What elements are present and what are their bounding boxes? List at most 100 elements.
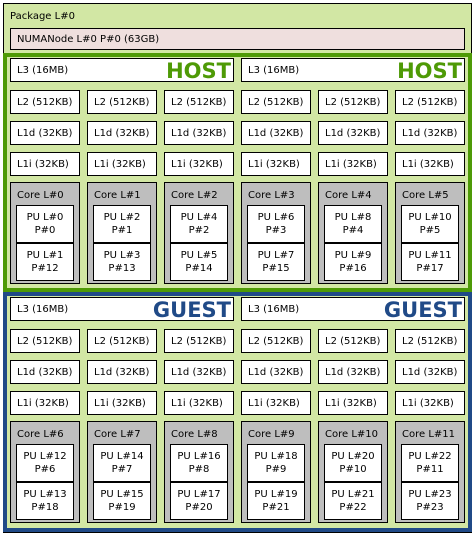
l1i-cache-label: L1i (32KB) <box>94 159 146 170</box>
l2-cache: L2 (512KB) <box>164 90 234 114</box>
l1i-cache: L1i (32KB) <box>10 391 80 415</box>
core-label: Core L#1 <box>94 190 141 201</box>
l1d-cache: L1d (32KB) <box>395 121 465 145</box>
l1d-cache: L1d (32KB) <box>87 360 157 384</box>
pu-box[interactable]: PU L#23 P#23 <box>401 482 459 520</box>
l2-cache: L2 (512KB) <box>164 329 234 353</box>
pu-box[interactable]: PU L#14 P#7 <box>93 444 151 482</box>
guest-tag: GUEST <box>383 298 462 322</box>
pu-physical-label: P#0 <box>34 225 56 236</box>
pu-logical-label: PU L#19 <box>254 489 298 500</box>
numa-node-box: NUMANode L#0 P#0 (63GB) <box>10 28 465 50</box>
pu-physical-label: P#5 <box>419 225 441 236</box>
l1i-cache-label: L1i (32KB) <box>248 398 300 409</box>
l1d-cache: L1d (32KB) <box>164 360 234 384</box>
l1d-cache-label: L1d (32KB) <box>325 367 381 378</box>
pu-logical-label: PU L#16 <box>177 451 221 462</box>
l1i-cache-label: L1i (32KB) <box>325 159 377 170</box>
l2-cache-label: L2 (512KB) <box>94 97 150 108</box>
l3-cache: L3 (16MB) HOST <box>241 58 465 83</box>
pu-box[interactable]: PU L#7 P#15 <box>247 243 305 281</box>
l1i-cache: L1i (32KB) <box>164 391 234 415</box>
guest-group <box>3 292 472 532</box>
l1i-cache: L1i (32KB) <box>318 152 388 176</box>
pu-box[interactable]: PU L#16 P#8 <box>170 444 228 482</box>
pu-box[interactable]: PU L#6 P#3 <box>247 205 305 243</box>
pu-logical-label: PU L#22 <box>408 451 452 462</box>
l1i-cache: L1i (32KB) <box>395 391 465 415</box>
package-label: Package L#0 <box>10 11 75 22</box>
l1d-cache: L1d (32KB) <box>241 360 311 384</box>
pu-physical-label: P#4 <box>342 225 364 236</box>
l1i-cache-label: L1i (32KB) <box>248 159 300 170</box>
pu-box[interactable]: PU L#5 P#14 <box>170 243 228 281</box>
package-box: Package L#0 <box>3 3 472 533</box>
pu-logical-label: PU L#12 <box>23 451 67 462</box>
l2-cache: L2 (512KB) <box>10 90 80 114</box>
pu-box[interactable]: PU L#8 P#4 <box>324 205 382 243</box>
l2-cache-label: L2 (512KB) <box>402 336 458 347</box>
l1d-cache-label: L1d (32KB) <box>248 128 304 139</box>
l1d-cache-label: L1d (32KB) <box>402 128 458 139</box>
pu-logical-label: PU L#14 <box>100 451 144 462</box>
pu-physical-label: P#3 <box>265 225 287 236</box>
l3-cache-label: L3 (16MB) <box>248 65 300 76</box>
l1i-cache: L1i (32KB) <box>318 391 388 415</box>
core-label: Core L#9 <box>248 429 295 440</box>
l1i-cache: L1i (32KB) <box>164 152 234 176</box>
l1d-cache: L1d (32KB) <box>10 360 80 384</box>
pu-box[interactable]: PU L#12 P#6 <box>16 444 74 482</box>
pu-box[interactable]: PU L#19 P#21 <box>247 482 305 520</box>
pu-logical-label: PU L#21 <box>331 489 375 500</box>
pu-logical-label: PU L#0 <box>26 212 64 223</box>
pu-physical-label: P#8 <box>188 464 210 475</box>
pu-box[interactable]: PU L#0 P#0 <box>16 205 74 243</box>
pu-box[interactable]: PU L#13 P#18 <box>16 482 74 520</box>
l1i-cache-label: L1i (32KB) <box>171 159 223 170</box>
l2-cache-label: L2 (512KB) <box>171 336 227 347</box>
pu-logical-label: PU L#3 <box>103 250 141 261</box>
l2-cache: L2 (512KB) <box>241 90 311 114</box>
l2-cache: L2 (512KB) <box>10 329 80 353</box>
pu-physical-label: P#21 <box>262 502 290 513</box>
pu-box[interactable]: PU L#10 P#5 <box>401 205 459 243</box>
pu-box[interactable]: PU L#17 P#20 <box>170 482 228 520</box>
l1d-cache-label: L1d (32KB) <box>94 128 150 139</box>
pu-physical-label: P#10 <box>339 464 367 475</box>
pu-box[interactable]: PU L#2 P#1 <box>93 205 151 243</box>
l2-cache: L2 (512KB) <box>318 329 388 353</box>
l1i-cache-label: L1i (32KB) <box>171 398 223 409</box>
pu-box[interactable]: PU L#11 P#17 <box>401 243 459 281</box>
pu-box[interactable]: PU L#22 P#11 <box>401 444 459 482</box>
l1i-cache: L1i (32KB) <box>395 152 465 176</box>
pu-box[interactable]: PU L#1 P#12 <box>16 243 74 281</box>
pu-physical-label: P#14 <box>185 263 213 274</box>
l3-cache: L3 (16MB) GUEST <box>10 297 234 322</box>
pu-box[interactable]: PU L#21 P#22 <box>324 482 382 520</box>
pu-physical-label: P#18 <box>31 502 59 513</box>
l2-cache: L2 (512KB) <box>87 90 157 114</box>
pu-physical-label: P#13 <box>108 263 136 274</box>
l1d-cache: L1d (32KB) <box>164 121 234 145</box>
l2-cache: L2 (512KB) <box>241 329 311 353</box>
pu-box[interactable]: PU L#18 P#9 <box>247 444 305 482</box>
pu-logical-label: PU L#13 <box>23 489 67 500</box>
pu-logical-label: PU L#17 <box>177 489 221 500</box>
l1i-cache-label: L1i (32KB) <box>94 398 146 409</box>
l2-cache-label: L2 (512KB) <box>248 97 304 108</box>
host-group <box>3 53 472 292</box>
l3-cache: L3 (16MB) HOST <box>10 58 234 83</box>
pu-box[interactable]: PU L#20 P#10 <box>324 444 382 482</box>
pu-physical-label: P#16 <box>339 263 367 274</box>
l2-cache: L2 (512KB) <box>395 329 465 353</box>
l1d-cache: L1d (32KB) <box>241 121 311 145</box>
pu-physical-label: P#1 <box>111 225 133 236</box>
pu-box[interactable]: PU L#3 P#13 <box>93 243 151 281</box>
l1i-cache: L1i (32KB) <box>241 391 311 415</box>
pu-box[interactable]: PU L#15 P#19 <box>93 482 151 520</box>
pu-box[interactable]: PU L#9 P#16 <box>324 243 382 281</box>
pu-logical-label: PU L#10 <box>408 212 452 223</box>
core-label: Core L#6 <box>17 429 64 440</box>
pu-box[interactable]: PU L#4 P#2 <box>170 205 228 243</box>
pu-physical-label: P#23 <box>416 502 444 513</box>
